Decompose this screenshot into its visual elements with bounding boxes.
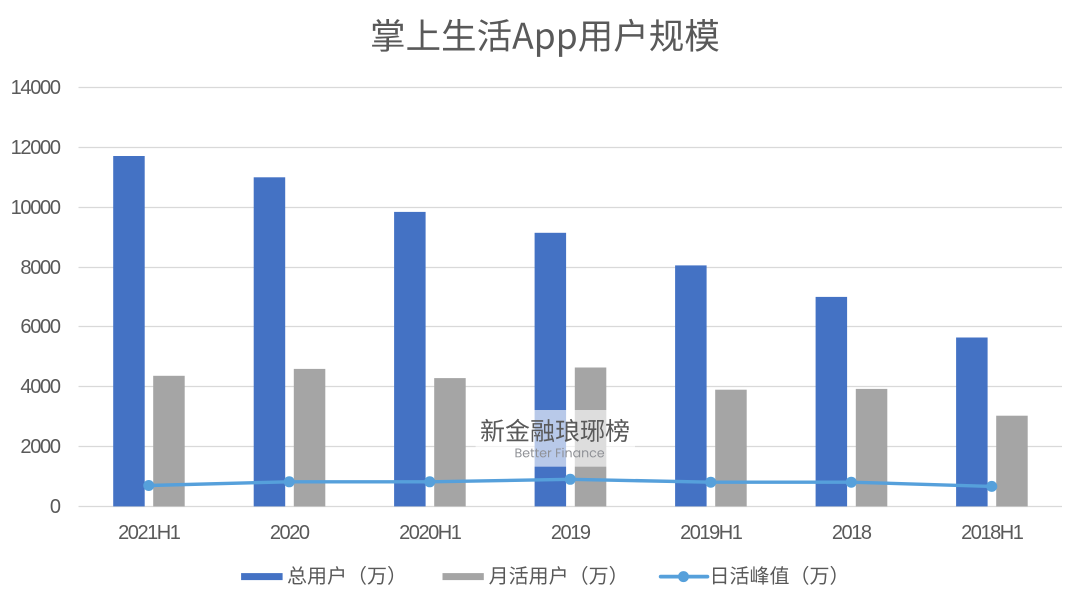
svg-text:2000: 2000 <box>20 436 60 458</box>
svg-text:2018: 2018 <box>832 522 872 544</box>
svg-text:8000: 8000 <box>20 257 60 279</box>
svg-text:2018H1: 2018H1 <box>961 522 1024 544</box>
svg-text:6000: 6000 <box>20 316 60 338</box>
svg-text:2019H1: 2019H1 <box>680 522 743 544</box>
svg-text:2020H1: 2020H1 <box>399 522 462 544</box>
svg-text:14000: 14000 <box>11 77 61 99</box>
svg-text:10000: 10000 <box>11 197 61 219</box>
svg-text:2020: 2020 <box>270 522 310 544</box>
svg-text:0: 0 <box>50 496 61 518</box>
svg-text:12000: 12000 <box>11 137 61 159</box>
svg-text:4000: 4000 <box>20 376 60 398</box>
svg-text:2019: 2019 <box>551 522 591 544</box>
svg-text:2021H1: 2021H1 <box>118 522 181 544</box>
